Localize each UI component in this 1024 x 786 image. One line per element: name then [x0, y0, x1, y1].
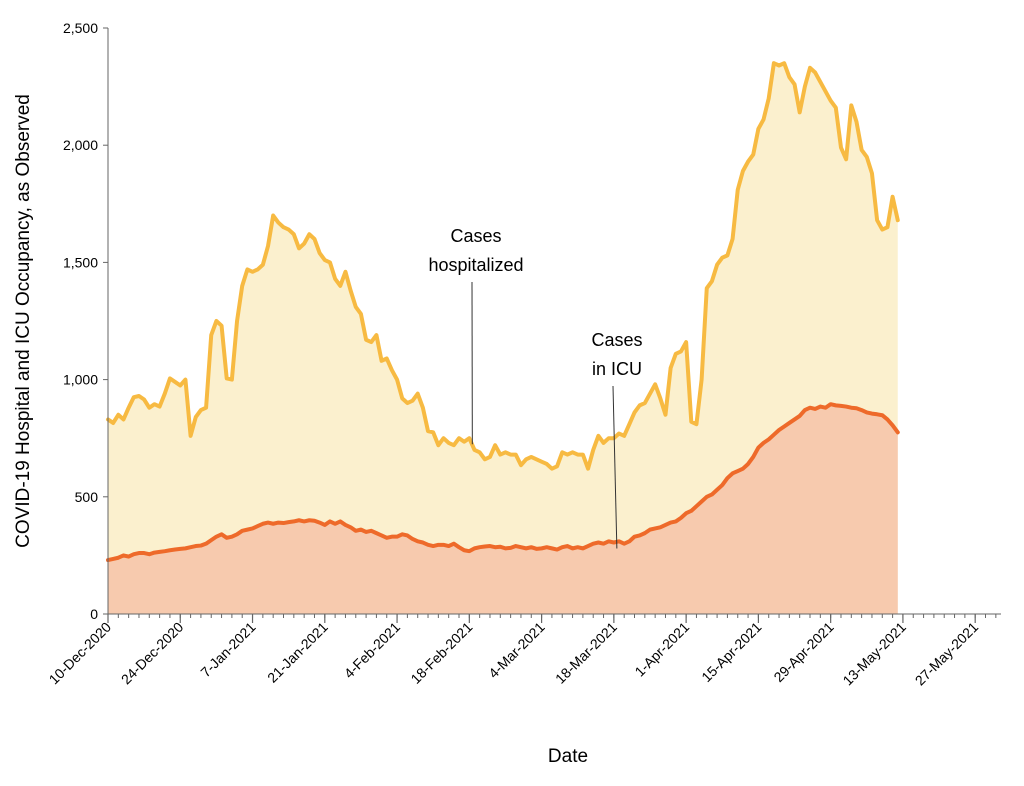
- annotation-icu-leader: [612, 385, 618, 549]
- series-line-icu: [106, 402, 900, 563]
- area-icu: [108, 404, 898, 614]
- line-layer: [106, 61, 900, 563]
- y-axis-title: COVID-19 Hospital and ICU Occupancy, as …: [13, 94, 34, 548]
- x-tick-label: 29-Apr-2021: [770, 619, 836, 685]
- area-layer: [108, 63, 898, 615]
- x-axis-title: Date: [548, 746, 588, 767]
- y-tick-layer: 0 500 1,000 1,500 2,000 2,500: [63, 20, 108, 622]
- annotation-layer: Cases hospitalized Cases in ICU: [428, 226, 643, 549]
- area-hospitalized: [108, 63, 898, 615]
- x-tick-label: 15-Apr-2021: [698, 619, 764, 685]
- x-tick-label: 4-Feb-2021: [341, 619, 404, 682]
- annotation-icu-text: in ICU: [592, 359, 642, 379]
- y-tick-label: 1,000: [63, 372, 98, 388]
- axes: [107, 28, 1001, 615]
- x-tick-label: 24-Dec-2020: [118, 619, 187, 688]
- y-tick-label: 1,500: [63, 254, 98, 270]
- x-tick-label: 7-Jan-2021: [197, 619, 259, 681]
- annotation-hosp-text: Cases: [450, 226, 501, 246]
- annotation-icu-text: Cases: [591, 330, 642, 350]
- x-tick-label: 1-Apr-2021: [631, 619, 692, 680]
- x-tick-label: 27-May-2021: [912, 619, 982, 689]
- x-tick-label: 10-Dec-2020: [46, 619, 115, 688]
- x-tick-layer: 10-Dec-2020 24-Dec-2020 7-Jan-2021 21-Jan-2…: [46, 614, 997, 689]
- y-tick-label: 2,500: [63, 20, 98, 36]
- annotation-hosp-text: hospitalized: [428, 255, 523, 275]
- series-line-hospitalized: [106, 61, 900, 471]
- y-tick-label: 0: [90, 606, 98, 622]
- y-tick-label: 2,000: [63, 137, 98, 153]
- x-tick-label: 18-Mar-2021: [552, 619, 620, 687]
- x-tick-label: 13-May-2021: [839, 619, 909, 689]
- y-tick-label: 500: [75, 489, 99, 505]
- x-tick-label: 18-Feb-2021: [407, 619, 475, 687]
- x-tick-label: 4-Mar-2021: [485, 619, 548, 682]
- x-tick-label: 21-Jan-2021: [264, 619, 331, 686]
